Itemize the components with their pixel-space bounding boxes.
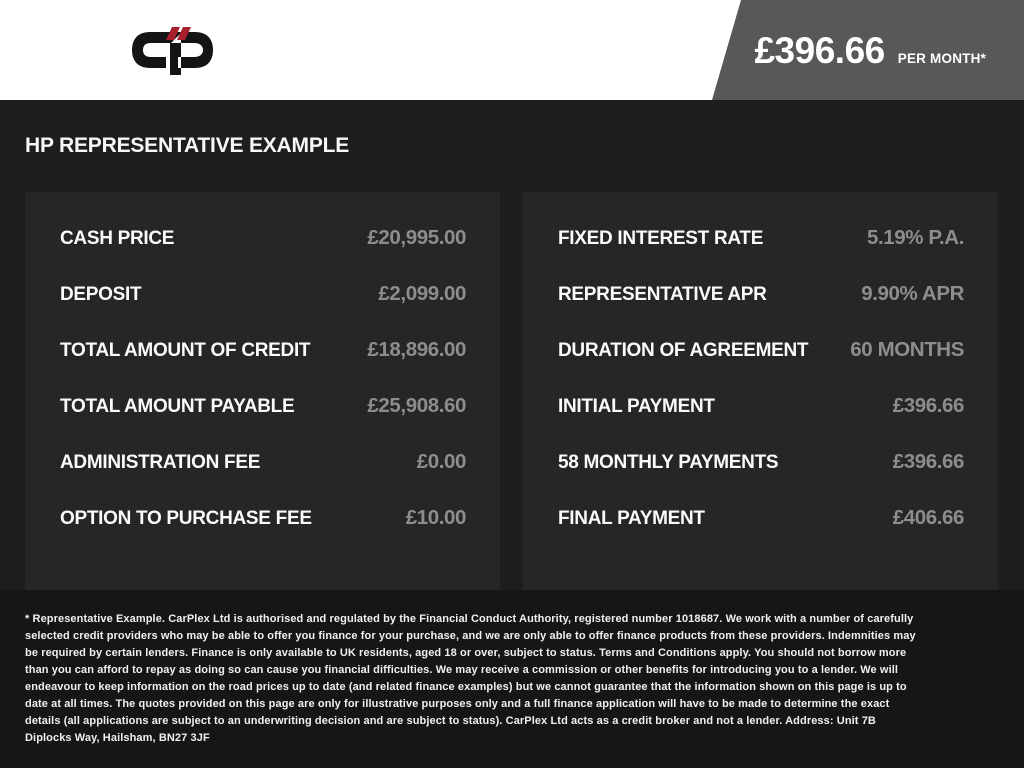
finance-row-label: ADMINISTRATION FEE [60,452,261,473]
disclaimer-text: * Representative Example. CarPlex Ltd is… [25,613,916,744]
finance-row-value: £10.00 [405,506,467,529]
finance-row-label: OPTION TO PURCHASE FEE [60,508,312,529]
monthly-price-suffix: PER MONTH* [897,50,986,66]
page-header: £396.66 PER MONTH* [0,0,1024,100]
finance-row-value: £0.00 [416,450,467,473]
finance-row: REPRESENTATIVE APR 9.90% APR [558,282,964,338]
finance-row-label: DEPOSIT [60,284,142,305]
finance-row-label: DURATION OF AGREEMENT [558,340,809,361]
finance-row: FIXED INTEREST RATE 5.19% P.A. [558,226,964,282]
finance-row: FINAL PAYMENT £406.66 [558,506,964,562]
monthly-price: £396.66 [754,29,885,71]
finance-row-label: TOTAL AMOUNT OF CREDIT [60,340,311,361]
finance-row-label: TOTAL AMOUNT PAYABLE [60,396,295,417]
finance-row-value: 60 MONTHS [850,338,964,361]
finance-row-label: FINAL PAYMENT [558,508,705,529]
finance-row: INITIAL PAYMENT £396.66 [558,394,964,450]
finance-row-value: £396.66 [892,394,965,417]
finance-row: TOTAL AMOUNT PAYABLE £25,908.60 [60,394,466,450]
finance-row: 58 MONTHLY PAYMENTS £396.66 [558,450,964,506]
finance-row-value: £406.66 [892,506,965,529]
carplex-logo-icon [132,27,213,75]
disclaimer-footer: * Representative Example. CarPlex Ltd is… [0,590,1024,768]
finance-row: CASH PRICE £20,995.00 [60,226,466,282]
finance-row-label: REPRESENTATIVE APR [558,284,767,305]
finance-example-section: HP REPRESENTATIVE EXAMPLE CASH PRICE £20,… [0,100,1024,600]
finance-row-label: CASH PRICE [60,228,175,249]
finance-row-value: 5.19% P.A. [866,226,964,249]
monthly-price-banner: £396.66 PER MONTH* [712,0,1024,100]
finance-panel-left: CASH PRICE £20,995.00 DEPOSIT £2,099.00 TOTA… [25,192,500,600]
finance-row-label: FIXED INTEREST RATE [558,228,764,249]
section-title: HP REPRESENTATIVE EXAMPLE [25,134,350,157]
finance-row-value: £2,099.00 [378,282,466,305]
finance-row-value: £25,908.60 [367,394,466,417]
finance-row-label: INITIAL PAYMENT [558,396,715,417]
finance-row: OPTION TO PURCHASE FEE £10.00 [60,506,466,562]
finance-row: DURATION OF AGREEMENT 60 MONTHS [558,338,964,394]
finance-panels: CASH PRICE £20,995.00 DEPOSIT £2,099.00 TOTA… [25,192,999,600]
finance-row-value: £20,995.00 [367,226,466,249]
finance-row: DEPOSIT £2,099.00 [60,282,466,338]
finance-row-value: £18,896.00 [367,338,466,361]
carplex-logo[interactable] [126,24,218,76]
finance-row-label: 58 MONTHLY PAYMENTS [558,452,779,473]
finance-row-value: £396.66 [892,450,965,473]
finance-row-value: 9.90% APR [861,282,964,305]
finance-panel-right: FIXED INTEREST RATE 5.19% P.A. REPRESENTAT… [523,192,998,600]
finance-row: ADMINISTRATION FEE £0.00 [60,450,466,506]
finance-row: TOTAL AMOUNT OF CREDIT £18,896.00 [60,338,466,394]
